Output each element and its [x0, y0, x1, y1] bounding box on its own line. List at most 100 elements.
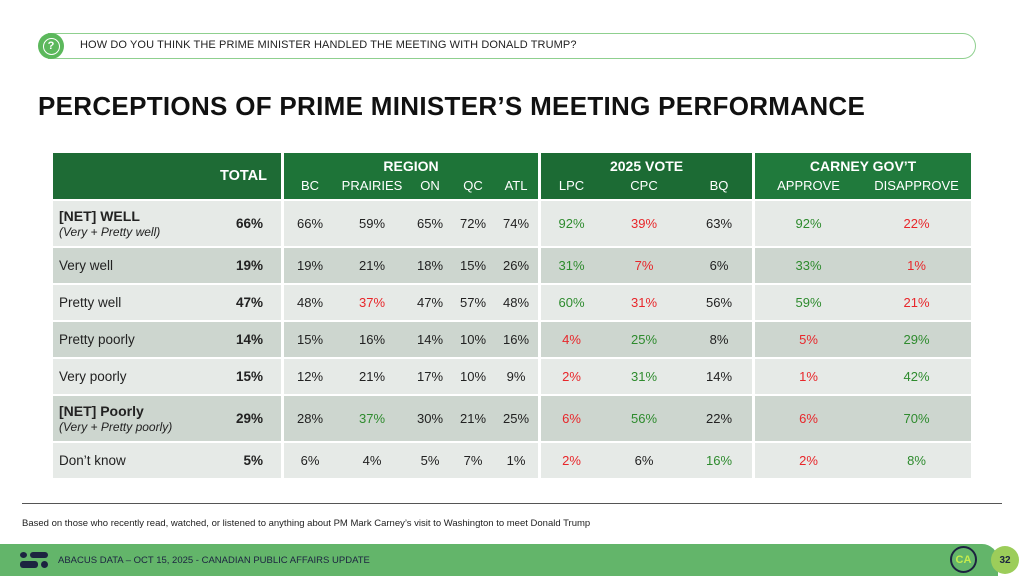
footer-text: ABACUS DATA – OCT 15, 2025 - CANADIAN PU… — [58, 555, 370, 566]
cell-disapprove: 70% — [862, 394, 972, 441]
cell-total: 47% — [205, 283, 281, 320]
cell-atl: 25% — [494, 394, 539, 441]
cell-prairies: 37% — [336, 283, 408, 320]
row-label: Don’t know — [53, 441, 205, 478]
cell-lpc: 2% — [538, 357, 603, 394]
question-bar — [48, 33, 976, 59]
cell-lpc: 4% — [538, 320, 603, 357]
cell-qc: 10% — [452, 320, 494, 357]
cell-lpc: 31% — [538, 246, 603, 283]
cell-disapprove: 8% — [862, 441, 972, 478]
row-label-text: Very well — [59, 258, 114, 273]
cell-on: 30% — [408, 394, 452, 441]
cell-atl: 26% — [494, 246, 539, 283]
cell-on: 47% — [408, 283, 452, 320]
cell-approve: 1% — [752, 357, 863, 394]
cell-atl: 48% — [494, 283, 539, 320]
row-label-text: Very poorly — [59, 369, 127, 384]
cell-cpc: 7% — [602, 246, 687, 283]
row-label: [NET] Poorly (Very + Pretty poorly) — [53, 394, 205, 441]
cell-approve: 6% — [752, 394, 863, 441]
row-label-text: [NET] WELL — [59, 208, 140, 224]
cell-total: 66% — [205, 199, 281, 246]
header-group-vote: 2025 VOTE — [538, 153, 753, 175]
header-col-qc: QC — [452, 175, 494, 199]
header-col-bc: BC — [281, 175, 336, 199]
cell-prairies: 21% — [336, 357, 408, 394]
cell-bc: 6% — [281, 441, 336, 478]
cell-cpc: 6% — [602, 441, 687, 478]
row-label-text: Pretty well — [59, 295, 122, 310]
cell-bc: 66% — [281, 199, 336, 246]
cell-on: 18% — [408, 246, 452, 283]
cell-atl: 1% — [494, 441, 539, 478]
table-row: Pretty poorly 14% 15% 16% 14% 10% 16% 4% 25% 8% 5%… — [53, 320, 972, 357]
header-col-cpc: CPC — [602, 175, 687, 199]
cell-qc: 21% — [452, 394, 494, 441]
cell-bq: 14% — [686, 357, 753, 394]
cell-total: 5% — [205, 441, 281, 478]
cell-cpc: 31% — [602, 283, 687, 320]
table-row: Very poorly 15% 12% 21% 17% 10% 9% 2% 31% 14% 1% 42… — [53, 357, 972, 394]
cell-on: 5% — [408, 441, 452, 478]
header-col-on: ON — [408, 175, 452, 199]
row-label: Pretty well — [53, 283, 205, 320]
cell-prairies: 37% — [336, 394, 408, 441]
cell-bq: 6% — [686, 246, 753, 283]
cell-disapprove: 42% — [862, 357, 972, 394]
cell-on: 17% — [408, 357, 452, 394]
abacus-logo-icon — [20, 552, 48, 568]
cell-lpc: 92% — [538, 199, 603, 246]
cell-qc: 15% — [452, 246, 494, 283]
row-label-text: [NET] Poorly — [59, 403, 144, 419]
header-group-region: REGION — [281, 153, 539, 175]
cell-prairies: 59% — [336, 199, 408, 246]
cell-atl: 9% — [494, 357, 539, 394]
cell-cpc: 39% — [602, 199, 687, 246]
cell-atl: 16% — [494, 320, 539, 357]
cell-bc: 19% — [281, 246, 336, 283]
cell-total: 19% — [205, 246, 281, 283]
table-row: Very well 19% 19% 21% 18% 15% 26% 31% 7% 6% 33% 1% — [53, 246, 972, 283]
cell-prairies: 21% — [336, 246, 408, 283]
page-number: 32 — [991, 546, 1019, 574]
header-blank — [53, 153, 205, 199]
header-col-prairies: PRAIRIES — [336, 175, 408, 199]
question-icon: ? — [38, 33, 64, 59]
table-row: [NET] WELL (Very + Pretty well) 66% 66% 59% 6… — [53, 199, 972, 246]
row-label: Very well — [53, 246, 205, 283]
cell-lpc: 60% — [538, 283, 603, 320]
cell-bq: 22% — [686, 394, 753, 441]
cell-approve: 5% — [752, 320, 863, 357]
cell-bq: 63% — [686, 199, 753, 246]
cell-prairies: 4% — [336, 441, 408, 478]
cell-bq: 8% — [686, 320, 753, 357]
cell-disapprove: 29% — [862, 320, 972, 357]
cell-disapprove: 1% — [862, 246, 972, 283]
row-sublabel: (Very + Pretty poorly) — [59, 420, 173, 434]
header-col-approve: APPROVE — [752, 175, 863, 199]
cell-qc: 7% — [452, 441, 494, 478]
cell-disapprove: 22% — [862, 199, 972, 246]
cell-cpc: 56% — [602, 394, 687, 441]
cell-approve: 59% — [752, 283, 863, 320]
cell-qc: 72% — [452, 199, 494, 246]
ca-badge-icon: CA — [950, 546, 977, 573]
cell-total: 29% — [205, 394, 281, 441]
table-row: [NET] Poorly (Very + Pretty poorly) 29% 28%… — [53, 394, 972, 441]
cell-on: 65% — [408, 199, 452, 246]
cell-approve: 92% — [752, 199, 863, 246]
results-table: TOTAL REGION 2025 VOTE CARNEY GOV’T BC P… — [53, 153, 972, 478]
cell-bc: 15% — [281, 320, 336, 357]
cell-total: 15% — [205, 357, 281, 394]
header-group-carney: CARNEY GOV’T — [752, 153, 972, 175]
footer-divider — [22, 503, 1002, 504]
cell-qc: 10% — [452, 357, 494, 394]
table-row: Don’t know 5% 6% 4% 5% 7% 1% 2% 6% 16% 2% 8% — [53, 441, 972, 478]
cell-bq: 56% — [686, 283, 753, 320]
header-col-atl: ATL — [494, 175, 539, 199]
cell-disapprove: 21% — [862, 283, 972, 320]
row-label: [NET] WELL (Very + Pretty well) — [53, 199, 205, 246]
cell-total: 14% — [205, 320, 281, 357]
cell-qc: 57% — [452, 283, 494, 320]
